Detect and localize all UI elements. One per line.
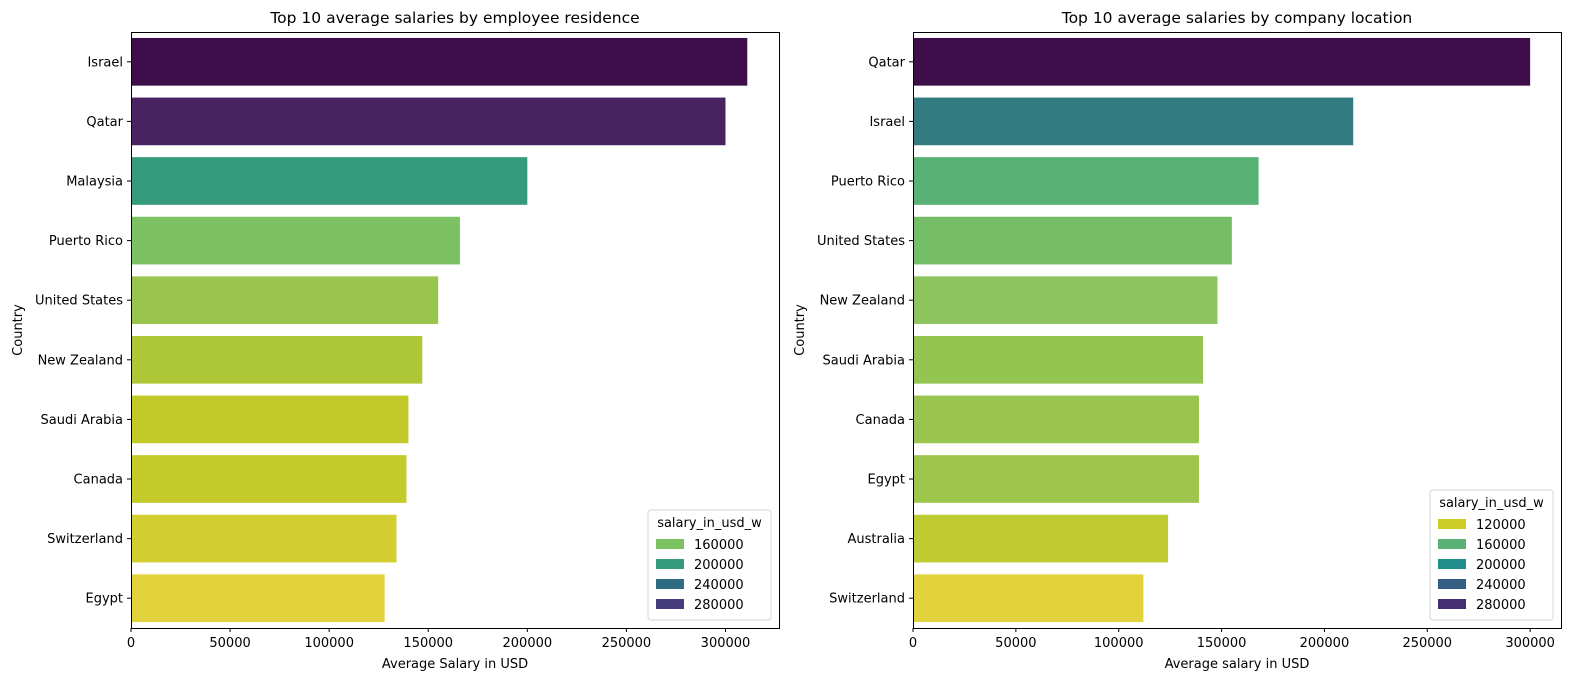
bar bbox=[913, 157, 1259, 205]
x-tick-label: 300000 bbox=[701, 636, 751, 651]
x-tick-label: 100000 bbox=[1094, 636, 1144, 651]
legend-title: salary_in_usd_w bbox=[1439, 496, 1544, 511]
legend-swatch bbox=[1438, 539, 1466, 549]
axes-frame bbox=[131, 32, 780, 629]
y-axis-label: Country bbox=[793, 304, 808, 356]
x-tick-label: 150000 bbox=[403, 636, 453, 651]
x-tick-label: 100000 bbox=[304, 636, 354, 651]
y-tick-label: Australia bbox=[847, 532, 905, 547]
legend-swatch bbox=[656, 599, 684, 609]
y-tick-label: Qatar bbox=[86, 115, 123, 130]
legend-label: 240000 bbox=[1476, 578, 1526, 593]
x-tick-label: 250000 bbox=[1402, 636, 1452, 651]
x-tick-label: 50000 bbox=[995, 636, 1036, 651]
legend-box bbox=[647, 509, 772, 621]
bar bbox=[131, 335, 423, 384]
y-tick-label: Puerto Rico bbox=[831, 175, 905, 190]
y-tick-label: Qatar bbox=[868, 55, 905, 70]
y-tick-label: Canada bbox=[74, 473, 123, 488]
y-tick-label: Switzerland bbox=[47, 532, 123, 547]
chart-title: Top 10 average salaries by employee resi… bbox=[269, 9, 639, 27]
legend-swatch bbox=[656, 539, 684, 549]
bar bbox=[913, 514, 1169, 563]
y-tick-label: Egypt bbox=[867, 473, 905, 488]
bar bbox=[131, 37, 748, 86]
legend-swatch bbox=[656, 579, 684, 589]
x-axis-label: Average salary in USD bbox=[1165, 657, 1310, 672]
bar bbox=[131, 395, 409, 444]
y-tick-label: Saudi Arabia bbox=[823, 353, 906, 368]
chart-panel-2: Qatar Israel Puerto Rico United States New Z… bbox=[793, 9, 1562, 672]
y-tick-label: Puerto Rico bbox=[49, 234, 123, 249]
y-tick-label: United States bbox=[35, 294, 123, 309]
legend-label: 200000 bbox=[694, 558, 744, 573]
legend-label: 120000 bbox=[1476, 518, 1526, 533]
bar bbox=[913, 37, 1531, 86]
axes-frame bbox=[913, 32, 1562, 629]
y-axis-label: Country bbox=[11, 304, 26, 356]
x-tick-label: 0 bbox=[909, 636, 917, 651]
legend-label: 240000 bbox=[694, 578, 744, 593]
legend-swatch bbox=[1438, 579, 1466, 589]
bar bbox=[913, 455, 1199, 503]
legend-swatch bbox=[1438, 559, 1466, 569]
legend: salary_in_usd_w 160000 200000 240000 280000 bbox=[647, 509, 772, 621]
bar bbox=[913, 97, 1354, 146]
x-tick-label: 200000 bbox=[1300, 636, 1350, 651]
legend-label: 160000 bbox=[694, 538, 744, 553]
bar bbox=[131, 514, 397, 563]
bar bbox=[913, 395, 1199, 444]
x-tick-label: 150000 bbox=[1197, 636, 1247, 651]
y-tick-label: New Zealand bbox=[820, 294, 905, 309]
legend-label: 280000 bbox=[1476, 598, 1526, 613]
bar bbox=[131, 574, 385, 623]
legend-label: 280000 bbox=[694, 598, 744, 613]
y-tick-label: Egypt bbox=[85, 592, 123, 607]
y-tick-label: Israel bbox=[87, 55, 123, 70]
bar bbox=[131, 276, 439, 325]
bar bbox=[913, 335, 1204, 384]
bar bbox=[913, 574, 1144, 623]
legend-swatch bbox=[1438, 519, 1466, 529]
x-tick-label: 200000 bbox=[503, 636, 553, 651]
y-tick-label: Canada bbox=[856, 413, 905, 428]
x-axis-label: Average Salary in USD bbox=[382, 657, 528, 672]
bar bbox=[913, 216, 1232, 265]
x-tick-label: 250000 bbox=[602, 636, 652, 651]
x-tick-label: 50000 bbox=[209, 636, 250, 651]
bar bbox=[131, 97, 726, 146]
bar bbox=[131, 455, 407, 503]
x-tick-label: 0 bbox=[127, 636, 135, 651]
bar bbox=[131, 216, 460, 265]
y-tick-label: Switzerland bbox=[829, 592, 905, 607]
legend-swatch bbox=[1438, 599, 1466, 609]
legend-swatch bbox=[656, 559, 684, 569]
x-tick-label: 300000 bbox=[1505, 636, 1555, 651]
bar bbox=[131, 157, 528, 205]
y-tick-label: United States bbox=[817, 234, 905, 249]
y-tick-label: Israel bbox=[869, 115, 905, 130]
chart-panel-1: Israel Qatar Malaysia Puerto Rico United Sta… bbox=[11, 9, 780, 672]
y-tick-label: New Zealand bbox=[38, 353, 123, 368]
legend-label: 160000 bbox=[1476, 538, 1526, 553]
legend: salary_in_usd_w 120000 160000 200000 240000 2… bbox=[1429, 489, 1554, 621]
legend-title: salary_in_usd_w bbox=[657, 516, 762, 531]
y-tick-label: Saudi Arabia bbox=[41, 413, 124, 428]
bar bbox=[913, 276, 1218, 325]
y-tick-label: Malaysia bbox=[66, 175, 123, 190]
legend-label: 200000 bbox=[1476, 558, 1526, 573]
chart-title: Top 10 average salaries by company locat… bbox=[1061, 9, 1413, 27]
